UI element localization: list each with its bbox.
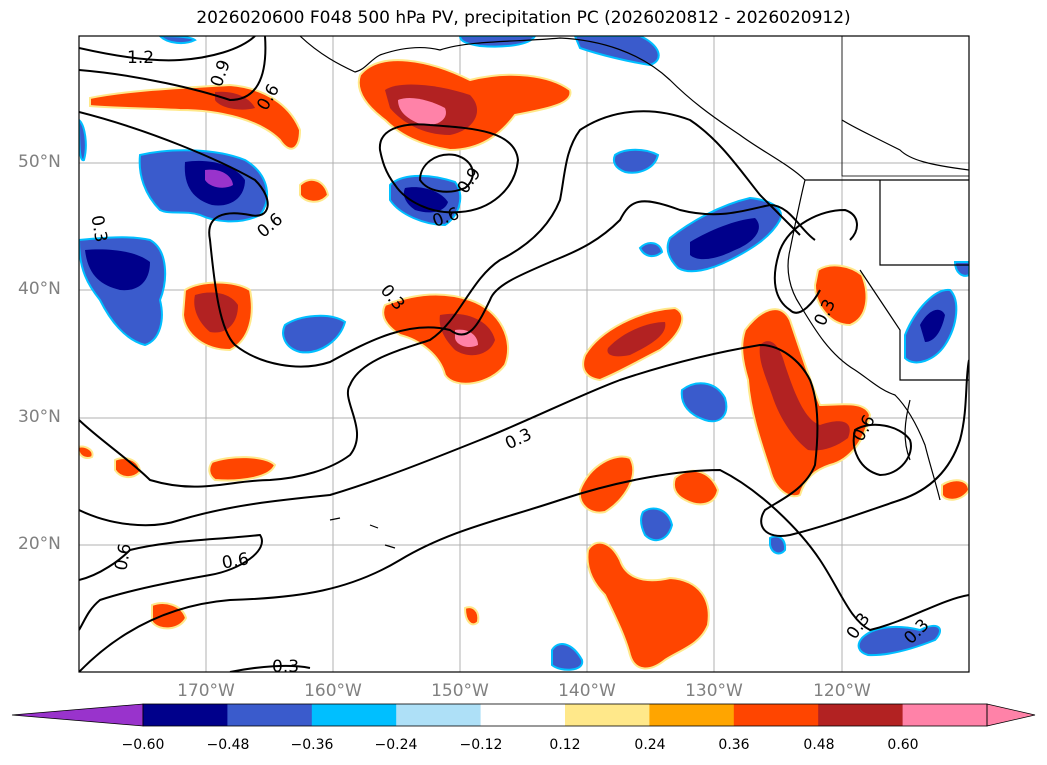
contour-1p2 (79, 36, 256, 62)
map-title: 2026020600 F048 500 hPa PV, precipitatio… (196, 8, 851, 28)
anomaly-neg-south (551, 643, 584, 671)
positive-anomaly-areas (79, 59, 969, 670)
colorbar-frame (142, 703, 988, 727)
anomaly-neg-gulf-core (403, 187, 448, 213)
anomaly-neg-small-5 (769, 535, 787, 555)
anomaly-south-1 (578, 455, 635, 514)
anomaly-small-1 (299, 178, 330, 203)
contour-0p3-far-south (79, 468, 969, 672)
anomaly-small-3 (79, 445, 94, 459)
contour-0p6-north (79, 111, 816, 368)
anomaly-south-west (208, 456, 277, 482)
contour-0p3-bottom (229, 664, 311, 672)
contour-label: 0.6 (111, 542, 135, 572)
contour-0p9-north (79, 36, 267, 102)
anomaly-neg-small-1 (282, 314, 347, 354)
colorbar (11, 703, 1036, 727)
region-box (841, 36, 969, 177)
colorbar-tick: 0.36 (718, 737, 750, 753)
colorbar-tick: 0.12 (549, 737, 581, 753)
anomaly-small-4 (463, 606, 480, 626)
contour-label: 0.6 (220, 549, 250, 573)
contour-0p9-gulf (378, 123, 520, 214)
anomaly-neg-west-core (85, 249, 150, 291)
contour-label: 0.3 (86, 214, 110, 244)
colorbar-segment (396, 704, 482, 726)
anomaly-west-40n-core (194, 292, 238, 333)
anomaly-neg-oregon-core (690, 218, 759, 260)
anomaly-135w-core (607, 322, 666, 357)
contour-label: 1.2 (127, 48, 154, 68)
contour-0p3 (79, 110, 801, 488)
anomaly-neg-mid (680, 382, 728, 423)
anomaly-neg-southeast (857, 624, 941, 657)
colorbar-tick: −0.24 (374, 737, 418, 753)
colorbar-segment (902, 704, 988, 726)
lat-label-30n: 30°N (18, 407, 61, 427)
contour-0p3-south (79, 343, 969, 537)
pv-contours (79, 36, 969, 672)
anomaly-neg-small-2 (612, 148, 660, 174)
anomaly-nevada (813, 264, 868, 327)
colorbar-tick: 0.60 (887, 737, 919, 753)
coastlines (299, 36, 969, 549)
anomaly-central (382, 293, 510, 385)
contour-0p6-right (852, 423, 912, 477)
colorbar-segment (649, 704, 735, 726)
colorbar-segment (227, 704, 313, 726)
map-frame (78, 35, 970, 673)
colorbar-tick: −0.60 (121, 737, 165, 753)
lon-label-160w: 160°W (304, 681, 362, 701)
contour-0p6-south (79, 533, 263, 631)
anomaly-neg-small-4 (639, 507, 674, 542)
contour-label: 0.3 (272, 657, 299, 677)
colorbar-tick: 0.48 (803, 737, 835, 753)
lon-label-140w: 140°W (558, 681, 616, 701)
colorbar-segment (480, 704, 566, 726)
contour-0p6-gulf-inner (418, 153, 474, 193)
colorbar-extend-min (11, 703, 144, 727)
colorbar-tick: −0.36 (290, 737, 334, 753)
colorbar-tick: −0.12 (459, 737, 503, 753)
colorbar-segment (818, 704, 904, 726)
colorbar-tick: 0.24 (634, 737, 666, 753)
anomaly-neg-small-3 (638, 242, 664, 258)
lon-label-120w: 120°W (813, 681, 871, 701)
lon-label-170w: 170°W (177, 681, 235, 701)
contour-0p3-right (773, 208, 858, 314)
colorbar-tick: −0.48 (206, 737, 250, 753)
map-background (79, 36, 969, 672)
colorbar-segment (565, 704, 650, 726)
lat-label-20n: 20°N (18, 534, 61, 554)
anomaly-gulf-peak (398, 97, 446, 126)
anomaly-south-3 (586, 541, 710, 670)
map-panel: 1.2 0.9 0.6 0.3 0.6 0.9 0.6 0.3 0.3 0.6 … (78, 35, 970, 677)
lat-label-50n: 50°N (18, 152, 61, 172)
lat-label-40n: 40°N (18, 279, 61, 299)
anomaly-neg-bering-peak (205, 169, 233, 188)
anomaly-neg-arizona-core (920, 309, 945, 342)
anomaly-california-core (759, 341, 850, 451)
colorbar-extend-max (986, 703, 1036, 727)
lon-label-150w: 150°W (431, 681, 489, 701)
colorbar-segment (143, 704, 228, 726)
lon-label-130w: 130°W (685, 681, 743, 701)
colorbar-segment (733, 704, 819, 726)
colorbar-segment (311, 704, 397, 726)
